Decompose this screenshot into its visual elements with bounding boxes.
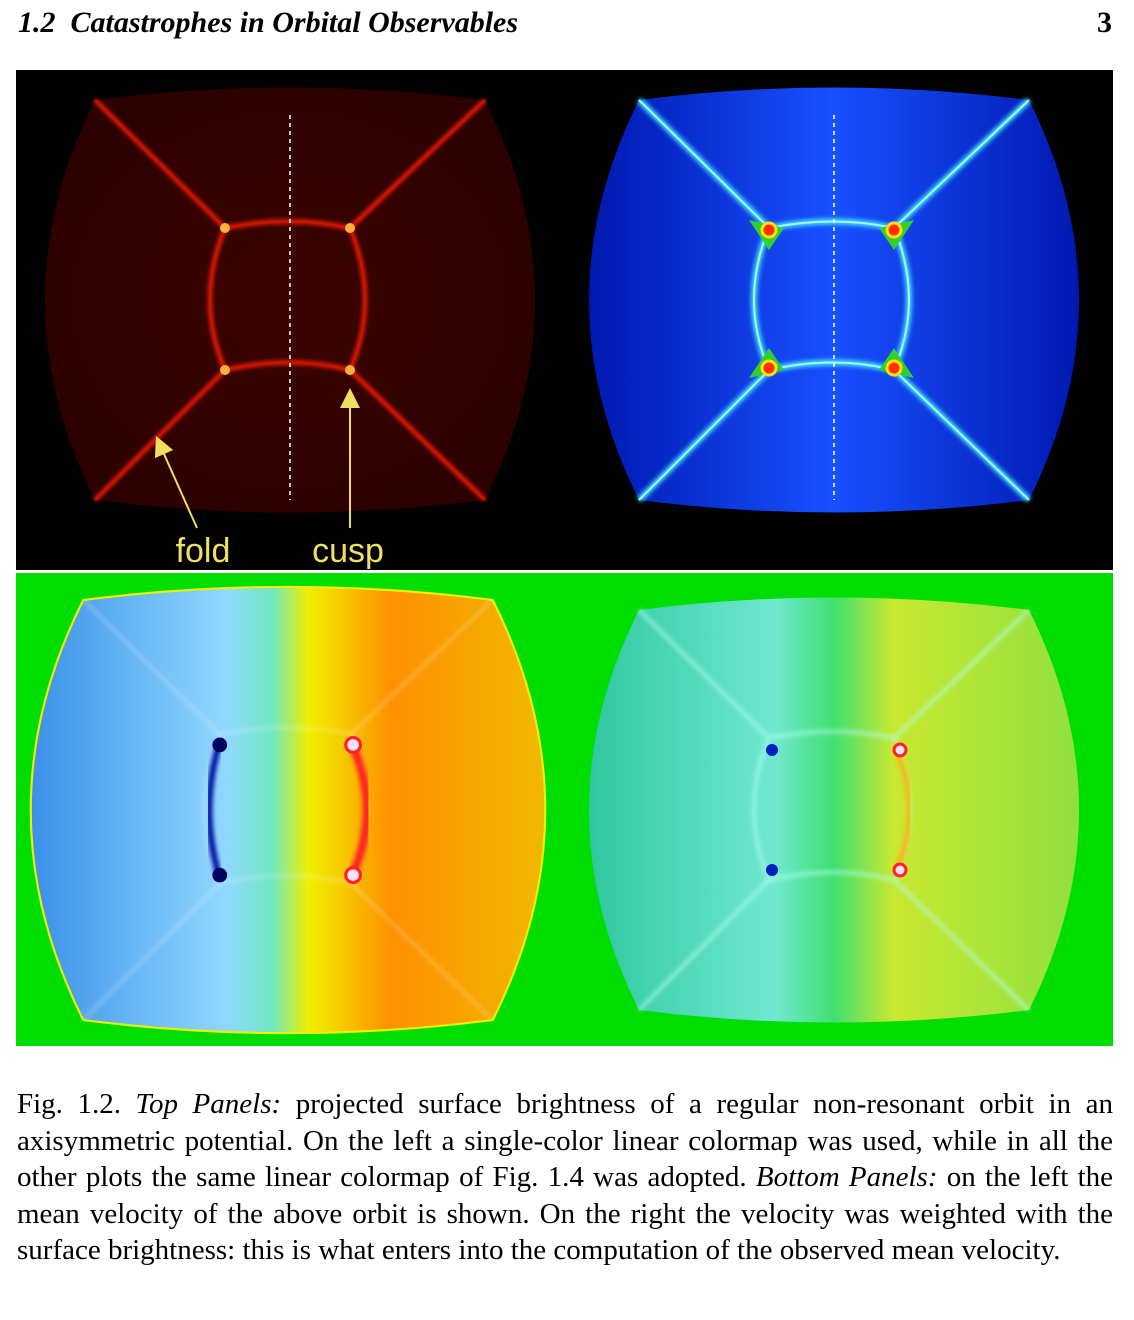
annotation-label: cusp [312, 532, 384, 570]
cusp-point [220, 223, 230, 233]
figure: fold cusp [16, 70, 1113, 1046]
cusp-regions [749, 220, 914, 378]
cusp-point [766, 864, 778, 876]
cusp-point [212, 867, 228, 883]
cusp-point [212, 737, 228, 753]
orbit-region [589, 597, 1079, 1023]
figure-caption: Fig. 1.2. Top Panels: projected surface … [17, 1086, 1113, 1269]
cusp-point [345, 365, 355, 375]
weighted-velocity-map [589, 597, 1079, 1023]
caption-emphasis: Bottom Panels: [755, 1161, 938, 1194]
annotation-label: fold [176, 532, 231, 570]
brightness-map-color [589, 87, 1079, 513]
arrow [154, 435, 198, 529]
orbit-region [29, 585, 547, 1035]
cusp-peak [885, 359, 903, 377]
cusp-peak [760, 359, 778, 377]
caption-emphasis: Top Panels: [135, 1088, 282, 1120]
cusp-peak [885, 221, 903, 239]
velocity-map [29, 585, 547, 1035]
cusp-point [220, 365, 230, 375]
cusp-point [344, 866, 363, 885]
cusp-point [344, 735, 363, 754]
cusp-point [892, 862, 908, 878]
brightness-map-red [45, 87, 535, 513]
caustic-receding [347, 739, 371, 881]
page-number: 3 [1097, 6, 1112, 39]
cusp-point [892, 742, 908, 758]
cusp-point [766, 744, 778, 756]
running-title: 1.2 Catastrophes in Orbital Observables [18, 6, 519, 39]
caustic-receding [891, 743, 912, 877]
caption-text: projected surface brightness of a regula… [17, 1088, 1113, 1194]
cusp-peak [760, 221, 778, 239]
caption-text: on the left the mean velocity of the abo… [17, 1161, 1114, 1267]
caustic-approaching [206, 740, 223, 880]
caption-label: Fig. 1.2. [17, 1088, 122, 1120]
cusp-point [345, 223, 355, 233]
cusp-points [220, 223, 355, 375]
